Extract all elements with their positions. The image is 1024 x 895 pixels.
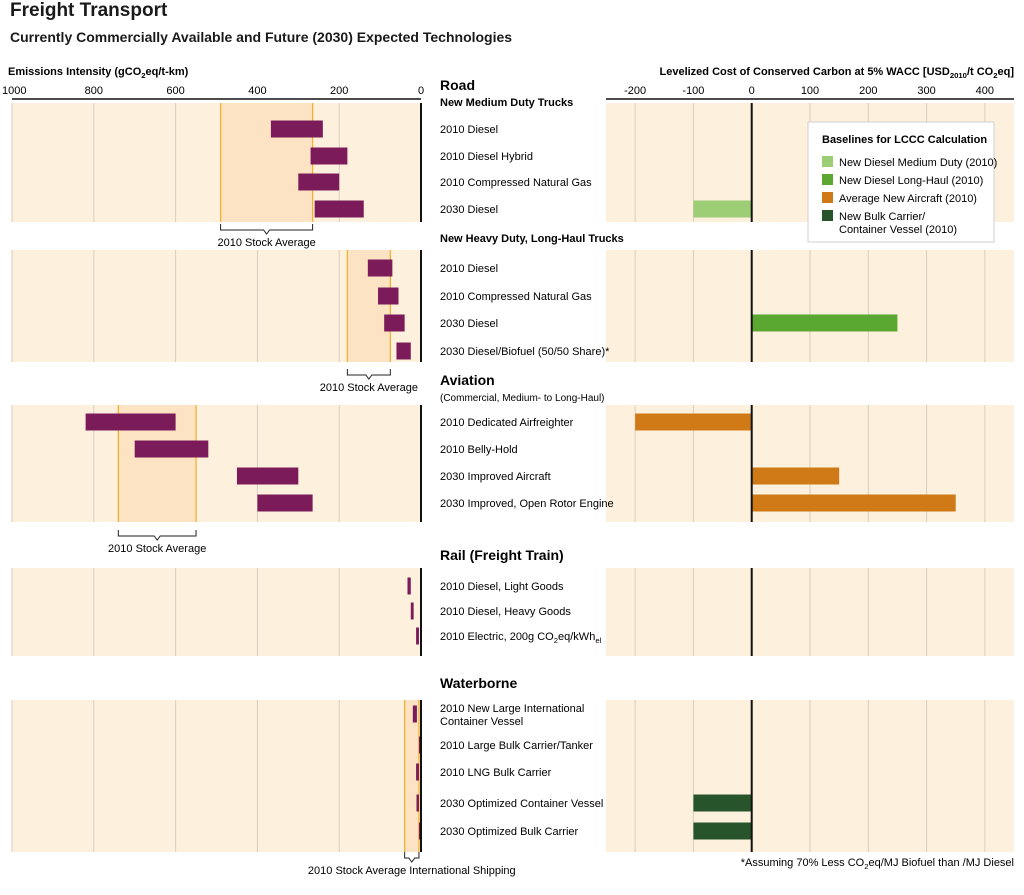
emission-bar-2030-improved-open-rotor-engine	[257, 494, 313, 512]
legend-entry-new-diesel-long-haul-2010: New Diesel Long-Haul (2010)	[839, 175, 983, 187]
lccc-bar-waterborne-2030-optimized-bulk-carrier	[693, 822, 752, 840]
left-panel-4	[12, 700, 421, 852]
right-tick-label-0: 0	[749, 85, 755, 97]
emission-bar-2010-diesel-hybrid	[310, 147, 348, 165]
emission-bar-2010-compressed-natural-gas	[298, 173, 340, 191]
stock-average-bracket	[404, 852, 420, 863]
chart-subtitle: Currently Commercially Available and Fut…	[10, 29, 513, 45]
row-label-2030-improved-open-rotor-engine: 2030 Improved, Open Rotor Engine	[440, 498, 614, 510]
lccc-bar-aviation-2010-dedicated-airfreighter	[635, 413, 752, 431]
legend-entry-new-bulk-carrier-container-vessel-2010: New Bulk Carrier/Container Vessel (2010)	[839, 211, 957, 236]
legend-swatch-average-new-aircraft-2010	[822, 192, 833, 203]
stock-average-band	[404, 700, 419, 852]
stock-average-bracket	[220, 224, 314, 235]
row-label-2010-diesel-hybrid: 2010 Diesel Hybrid	[440, 151, 533, 163]
lccc-bar-aviation-2030-improved-open-rotor-engine	[751, 494, 956, 512]
row-label-2010-large-bulk-carrier-tanker: 2010 Large Bulk Carrier/Tanker	[440, 740, 593, 752]
row-label-2010-diesel: 2010 Diesel	[440, 124, 498, 136]
emission-bar-2030-improved-aircraft	[236, 467, 299, 485]
emission-bar-2010-compressed-natural-gas	[378, 287, 399, 305]
left-tick-label-200: 200	[330, 85, 348, 97]
right-tick-label-300: 300	[917, 85, 935, 97]
row-label-2010-dedicated-airfreighter: 2010 Dedicated Airfreighter	[440, 417, 574, 429]
row-label-2010-new-large-international-container-vessel: 2010 New Large International Container Ve…	[440, 703, 584, 728]
left-panel-2	[12, 405, 421, 522]
row-label-2030-diesel: 2030 Diesel	[440, 318, 498, 330]
stock-average-bracket	[346, 369, 391, 380]
legend-entry-average-new-aircraft-2010: Average New Aircraft (2010)	[839, 193, 977, 205]
row-label-2030-diesel: 2030 Diesel	[440, 204, 498, 216]
chart-title: Freight Transport	[10, 0, 168, 21]
bars-layer	[85, 120, 956, 840]
emission-bar-2030-optimized-container-vessel	[416, 794, 419, 812]
left-tick-label-400: 400	[248, 85, 266, 97]
emission-bar-2030-diesel	[384, 314, 405, 332]
emission-bar-2010-electric-200g-co-eq-kwh	[416, 627, 419, 645]
footnote: *Assuming 70% Less CO2​eq/MJ Biofuel tha…	[741, 857, 1014, 871]
right-tick-label-400: 400	[976, 85, 994, 97]
row-label-2010-electric-200g-co-eq-kwh: 2010 Electric, 200g CO2​eq/kWhel​	[440, 631, 602, 645]
stock-average-bracket	[117, 530, 197, 541]
section-title-aviation: Aviation	[440, 372, 495, 388]
section-subtitle-commercial-medium-to-long-haul: (Commercial, Medium- to Long-Haul)	[440, 393, 605, 404]
row-label-2030-optimized-container-vessel: 2030 Optimized Container Vessel	[440, 798, 603, 810]
row-label-2010-compressed-natural-gas: 2010 Compressed Natural Gas	[440, 177, 592, 189]
left-tick-label-600: 600	[166, 85, 184, 97]
legend-title: Baselines for LCCC Calculation	[822, 134, 987, 146]
section-title-waterborne: Waterborne	[440, 675, 517, 691]
left-panel-3	[12, 568, 421, 656]
right-x-axis-label: Levelized Cost of Conserved Carbon at 5%…	[660, 66, 1015, 80]
emission-bar-2010-lng-bulk-carrier	[416, 763, 419, 781]
left-tick-label-0: 0	[418, 85, 424, 97]
row-label-2010-diesel-light-goods: 2010 Diesel, Light Goods	[440, 581, 564, 593]
row-label-2010-compressed-natural-gas: 2010 Compressed Natural Gas	[440, 291, 592, 303]
legend-box	[807, 121, 995, 243]
emission-bar-2010-diesel	[367, 259, 393, 277]
section-subtitle-new-heavy-duty-long-haul-trucks: New Heavy Duty, Long-Haul Trucks	[440, 233, 624, 245]
axes-layer: Emissions Intensity (gCO2​eq/t-km)100080…	[2, 66, 1014, 852]
emission-bar-2010-diesel-light-goods	[407, 577, 411, 595]
lccc-bar-road-2030-diesel-medium-duty	[693, 200, 752, 218]
legend-swatch-new-diesel-long-haul-2010	[822, 174, 833, 185]
left-x-axis-label: Emissions Intensity (gCO2​eq/t-km)	[8, 66, 189, 80]
emission-bar-2010-dedicated-airfreighter	[85, 413, 176, 431]
stock-average-label: 2010 Stock Average	[320, 382, 418, 394]
row-label-2010-lng-bulk-carrier: 2010 LNG Bulk Carrier	[440, 767, 552, 779]
lccc-bar-aviation-2030-improved-aircraft	[751, 467, 840, 485]
left-tick-label-800: 800	[85, 85, 103, 97]
emission-bar-2010-new-large-international-container-vessel	[412, 705, 417, 723]
emission-bar-2030-optimized-bulk-carrier	[418, 822, 421, 840]
row-label-2010-diesel-heavy-goods: 2010 Diesel, Heavy Goods	[440, 606, 571, 618]
emission-bar-2010-belly-hold	[134, 440, 209, 458]
row-label-2030-improved-aircraft: 2030 Improved Aircraft	[440, 471, 551, 483]
section-subtitle-new-medium-duty-trucks: New Medium Duty Trucks	[440, 97, 573, 109]
row-label-2010-belly-hold: 2010 Belly-Hold	[440, 444, 518, 456]
right-tick-label-200: 200	[859, 85, 877, 97]
row-label-2030-diesel-biofuel-50-50-share: 2030 Diesel/Biofuel (50/50 Share)*	[440, 346, 610, 358]
row-label-2030-optimized-bulk-carrier: 2030 Optimized Bulk Carrier	[440, 826, 579, 838]
stock-average-label: 2010 Stock Average International Shippin…	[308, 865, 516, 877]
legend: Baselines for LCCC Calculation New Diesel…	[807, 121, 997, 243]
emission-bar-2030-diesel-biofuel-50-50-share	[396, 342, 411, 360]
stock-average-label: 2010 Stock Average	[108, 543, 206, 555]
left-tick-label-1000: 1000	[2, 85, 26, 97]
section-title-rail-freight-train: Rail (Freight Train)	[440, 547, 564, 563]
legend-swatch-new-diesel-medium-duty-2010	[822, 156, 833, 167]
stock-average-label: 2010 Stock Average	[217, 237, 315, 249]
row-label-2010-diesel: 2010 Diesel	[440, 263, 498, 275]
lccc-bar-waterborne-2030-optimized-container-vessel	[693, 794, 752, 812]
legend-entry-new-diesel-medium-duty-2010: New Diesel Medium Duty (2010)	[839, 157, 997, 169]
emission-bar-2010-diesel	[270, 120, 323, 138]
right-tick-label-100: 100	[801, 85, 819, 97]
legend-swatch-new-bulk-carrier-container-vessel-2010	[822, 210, 833, 221]
emission-bar-2010-diesel-heavy-goods	[410, 602, 414, 620]
right-tick-label-100: -100	[682, 85, 704, 97]
section-title-road: Road	[440, 77, 475, 93]
labels-layer: 2010 Stock Average Road New Medium Duty Tr…	[108, 77, 624, 877]
emission-bar-2030-diesel	[314, 200, 364, 218]
emission-bar-2010-large-bulk-carrier-tanker	[418, 736, 421, 754]
right-tick-label-200: -200	[624, 85, 646, 97]
lccc-bar-road-2030-diesel-long-haul	[751, 314, 898, 332]
